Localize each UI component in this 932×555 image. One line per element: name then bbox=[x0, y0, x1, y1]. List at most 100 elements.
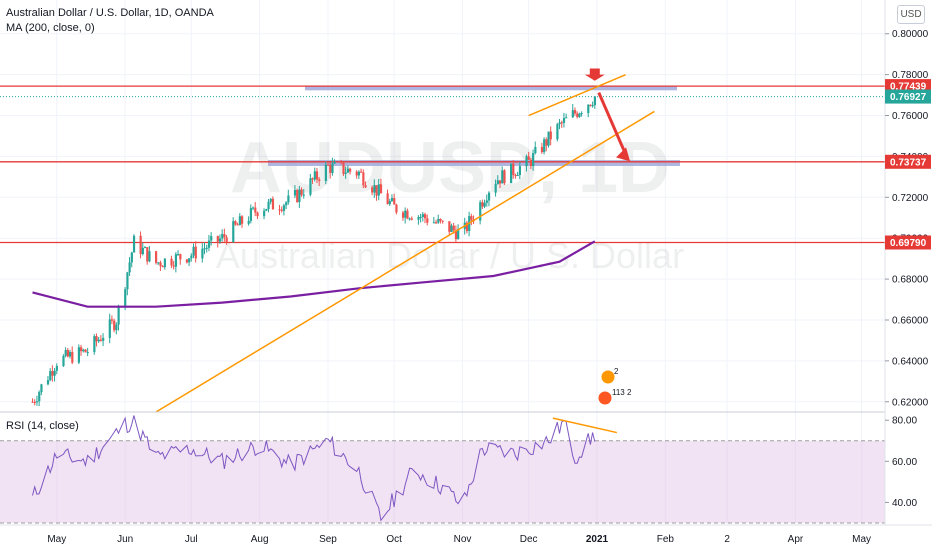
candle-body bbox=[234, 221, 237, 225]
time-tick-label: Jul bbox=[185, 534, 198, 545]
arrow-down-icon bbox=[584, 68, 605, 81]
candle-body bbox=[285, 202, 288, 206]
candle-body bbox=[69, 352, 72, 357]
candle-body bbox=[84, 349, 87, 353]
candle-body bbox=[311, 178, 314, 180]
candle-body bbox=[580, 113, 583, 115]
candle-body bbox=[355, 171, 358, 176]
candle-body bbox=[95, 336, 98, 342]
time-tick-label: 2021 bbox=[586, 534, 609, 545]
event-icon[interactable] bbox=[600, 369, 616, 385]
candle-body bbox=[452, 225, 455, 231]
candle-body bbox=[331, 163, 334, 173]
time-tick-label: Nov bbox=[454, 534, 472, 545]
time-axis-bg bbox=[0, 525, 932, 550]
event-icon[interactable] bbox=[597, 390, 613, 406]
candle-body bbox=[587, 104, 590, 114]
candle-body bbox=[562, 118, 566, 123]
candle-body bbox=[130, 252, 133, 263]
candle-body bbox=[256, 212, 259, 217]
candle-body bbox=[512, 163, 515, 176]
candle-body bbox=[172, 265, 175, 267]
candle-body bbox=[240, 216, 244, 224]
candle-body bbox=[401, 212, 405, 218]
candle-body bbox=[155, 251, 158, 263]
candle-body bbox=[55, 365, 58, 371]
candle-body bbox=[236, 224, 239, 226]
candle-body bbox=[300, 189, 303, 195]
candle-body bbox=[349, 168, 352, 172]
candle-body bbox=[247, 220, 250, 224]
rsi-tick-label: 80.00 bbox=[892, 416, 917, 427]
candle-body bbox=[578, 113, 581, 117]
candle-body bbox=[126, 272, 129, 290]
candle-body bbox=[371, 187, 374, 193]
candle-body bbox=[302, 194, 305, 196]
current-price-tag bbox=[885, 89, 931, 104]
candle-body bbox=[439, 218, 442, 221]
candle-body bbox=[216, 236, 219, 242]
candle-body bbox=[364, 185, 367, 188]
rsi-tick-label: 40.00 bbox=[892, 498, 917, 509]
candle-body bbox=[514, 175, 517, 177]
candle-body bbox=[296, 190, 299, 203]
support-zone bbox=[268, 160, 680, 166]
time-tick-label: 2 bbox=[724, 534, 730, 545]
candle-body bbox=[373, 185, 376, 193]
level-price-label: 0.69790 bbox=[890, 238, 927, 249]
candle-body bbox=[265, 208, 268, 211]
candle-body bbox=[102, 337, 105, 341]
candle-body bbox=[80, 347, 83, 352]
candle-body bbox=[271, 198, 275, 210]
time-tick-label: Apr bbox=[788, 534, 804, 545]
level-price-tag bbox=[885, 154, 931, 169]
candle-body bbox=[249, 208, 253, 221]
candle-body bbox=[525, 156, 528, 167]
candle-body bbox=[556, 124, 559, 140]
candle-body bbox=[77, 347, 81, 363]
candle-body bbox=[238, 216, 241, 226]
candle-body bbox=[201, 248, 204, 259]
candle-body bbox=[269, 198, 272, 202]
candle-body bbox=[494, 184, 497, 193]
candle-body bbox=[252, 207, 255, 209]
price-tick-label: 0.78000 bbox=[892, 70, 929, 81]
candle-body bbox=[346, 168, 350, 173]
candle-body bbox=[543, 139, 546, 153]
candle-body bbox=[454, 230, 458, 240]
candle-body bbox=[221, 234, 224, 239]
candle-body bbox=[218, 238, 222, 242]
candle-body bbox=[141, 247, 144, 255]
candle-body bbox=[560, 122, 563, 124]
price-tick-label: 0.64000 bbox=[892, 356, 929, 367]
currency-button[interactable]: USD bbox=[897, 5, 925, 24]
candle-body bbox=[386, 193, 389, 205]
candle-body bbox=[591, 105, 594, 107]
rsi-divergence-line[interactable] bbox=[552, 417, 618, 434]
time-tick-label: Aug bbox=[251, 534, 269, 545]
candle-body bbox=[293, 190, 297, 196]
candle-body bbox=[117, 306, 120, 325]
candle-body bbox=[132, 235, 136, 253]
candle-body bbox=[510, 163, 513, 184]
candle-body bbox=[518, 166, 522, 175]
candle-body bbox=[110, 319, 114, 321]
level-price-label: 0.77439 bbox=[890, 82, 927, 93]
candle-body bbox=[148, 251, 151, 262]
ma-line bbox=[32, 240, 596, 308]
trend-line-upper[interactable] bbox=[528, 73, 626, 117]
trend-line-lower[interactable] bbox=[155, 110, 655, 413]
event-count: 2 bbox=[614, 367, 619, 376]
rsi-line bbox=[32, 415, 596, 522]
candle-body bbox=[379, 184, 383, 194]
candle-body bbox=[124, 289, 127, 307]
candle-body bbox=[421, 214, 425, 217]
candle-body bbox=[450, 225, 453, 232]
candle-body bbox=[516, 174, 519, 176]
candle-body bbox=[532, 153, 535, 166]
candle-body bbox=[388, 201, 391, 205]
candle-body bbox=[565, 117, 568, 119]
candle-body bbox=[408, 218, 411, 220]
candle-body bbox=[406, 210, 409, 219]
